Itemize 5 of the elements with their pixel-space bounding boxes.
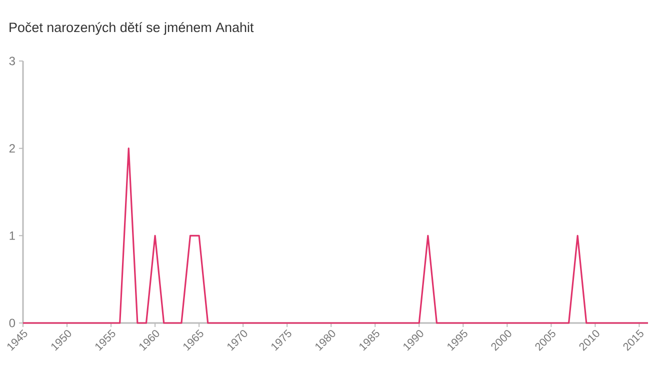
y-tick-label: 0 <box>9 318 16 328</box>
chart-title: Počet narozených dětí se jménem Anahit <box>10 22 254 35</box>
y-tick-label: 2 <box>9 144 15 153</box>
y-tick-label: 3 <box>9 56 15 66</box>
y-tick-label: 1 <box>10 232 15 240</box>
